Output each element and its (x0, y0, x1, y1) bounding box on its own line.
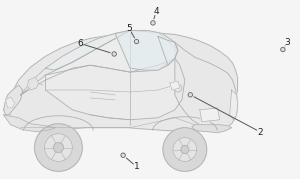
Text: 4: 4 (153, 7, 159, 16)
Polygon shape (230, 90, 238, 120)
Polygon shape (115, 30, 178, 70)
Circle shape (163, 128, 207, 171)
Polygon shape (21, 30, 178, 95)
Text: 6: 6 (77, 39, 83, 48)
Text: 3: 3 (284, 38, 290, 47)
Text: 1: 1 (134, 162, 140, 171)
Circle shape (34, 124, 82, 171)
Text: 5: 5 (126, 24, 132, 33)
Polygon shape (170, 81, 180, 90)
Polygon shape (4, 32, 238, 131)
Polygon shape (200, 108, 220, 122)
Circle shape (173, 138, 197, 161)
Circle shape (134, 39, 139, 44)
Circle shape (181, 146, 189, 154)
Circle shape (112, 52, 116, 56)
Polygon shape (6, 97, 15, 108)
Polygon shape (4, 85, 22, 115)
Circle shape (188, 93, 193, 97)
Circle shape (151, 21, 155, 25)
Circle shape (44, 134, 72, 161)
Polygon shape (4, 115, 56, 132)
Circle shape (281, 47, 285, 52)
Polygon shape (28, 77, 38, 90)
Polygon shape (46, 58, 185, 120)
Polygon shape (158, 36, 178, 65)
Circle shape (53, 143, 63, 153)
Circle shape (121, 153, 125, 157)
Text: 2: 2 (258, 128, 263, 137)
Polygon shape (175, 42, 238, 130)
Polygon shape (192, 125, 232, 133)
Polygon shape (46, 30, 130, 70)
